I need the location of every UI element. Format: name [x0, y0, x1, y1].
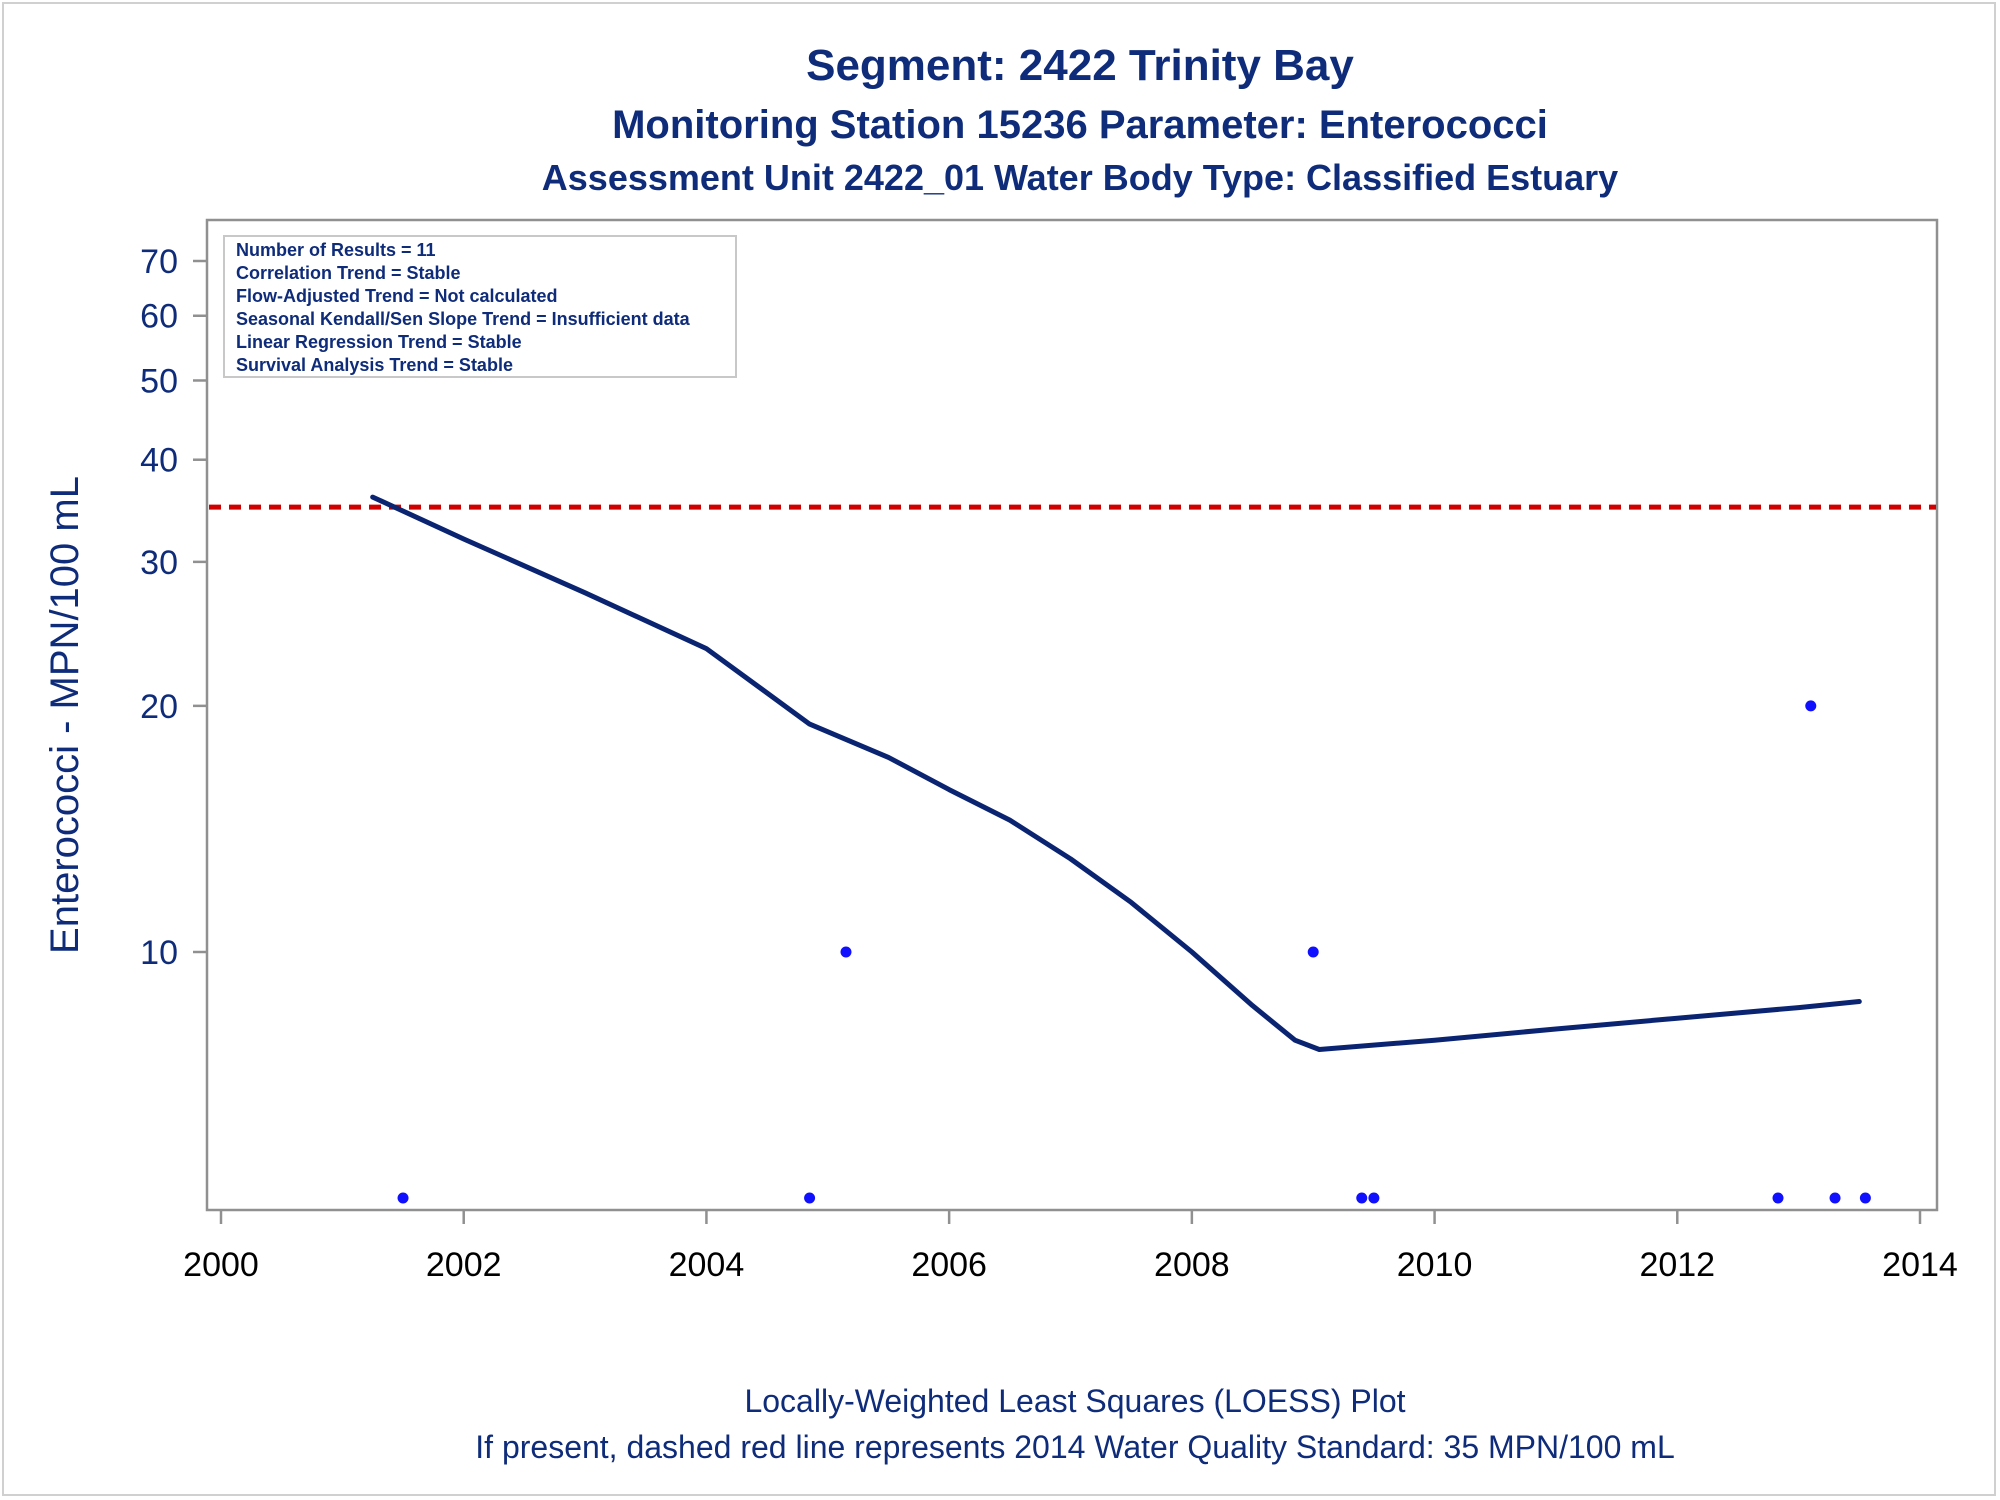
footnote-standard: If present, dashed red line represents 2…: [475, 1429, 1674, 1465]
loess-group: [370, 494, 1862, 1052]
x-tick-label-2010: 2010: [1397, 1246, 1473, 1284]
y-tick-label-70: 70: [140, 243, 178, 281]
data-point-3: [804, 1192, 816, 1204]
y-tick-label-40: 40: [140, 442, 178, 480]
y-tick-label-10: 10: [140, 934, 178, 972]
x-tick-label-2002: 2002: [426, 1246, 502, 1284]
y-tick-label-30: 30: [140, 544, 178, 582]
data-point-5: [1307, 946, 1319, 958]
y-tick-label-60: 60: [140, 298, 178, 336]
data-point-9: [1805, 700, 1817, 712]
x-tick-label-2006: 2006: [911, 1246, 987, 1284]
chart-subtitle-2: Assessment Unit 2422_01 Water Body Type:…: [542, 157, 1618, 198]
data-point-4: [840, 946, 852, 958]
x-tick-label-2008: 2008: [1154, 1246, 1230, 1284]
plot-area: [205, 218, 1939, 1212]
x-tick-label-2014: 2014: [1882, 1246, 1958, 1284]
stat-survival-analysis-trend: Survival Analysis Trend = Stable: [236, 355, 513, 375]
stat-correlation-trend: Correlation Trend = Stable: [236, 263, 461, 283]
data-point-10: [1829, 1192, 1841, 1204]
footnote-loess: Locally-Weighted Least Squares (LOESS) P…: [744, 1383, 1405, 1419]
stats-box: Number of Results = 11 Correlation Trend…: [223, 235, 737, 378]
loess-curve: [370, 494, 1862, 1052]
x-tick-label-2000: 2000: [183, 1246, 259, 1284]
x-tick-label-2012: 2012: [1639, 1246, 1715, 1284]
data-point-8: [1772, 1192, 1784, 1204]
y-axis: 10 20 30 40 50 60 70: [140, 243, 207, 972]
stat-linear-regression-trend: Linear Regression Trend = Stable: [236, 332, 522, 352]
y-tick-label-20: 20: [140, 688, 178, 726]
data-point-7: [1368, 1192, 1380, 1204]
x-tick-label-2004: 2004: [669, 1246, 745, 1284]
y-tick-label-50: 50: [140, 362, 178, 400]
stat-flow-adjusted-trend: Flow-Adjusted Trend = Not calculated: [236, 286, 558, 306]
data-point-2: [397, 1192, 409, 1204]
y-axis-label: Enterococci - MPN/100 mL: [43, 476, 87, 954]
x-axis: 2000 2002 2004 2006 2008 2010 2012 2014: [183, 1210, 1958, 1284]
scatter-group: [367, 235, 1871, 1204]
data-point-6: [1356, 1192, 1368, 1204]
data-point-11: [1859, 1192, 1871, 1204]
stats-box-frame: [223, 235, 737, 378]
chart-subtitle: Monitoring Station 15236 Parameter: Ente…: [612, 103, 1548, 147]
chart-title: Segment: 2422 Trinity Bay: [806, 41, 1354, 90]
stat-number-of-results: Number of Results = 11: [236, 240, 436, 260]
stat-seasonal-kendall-trend: Seasonal Kendall/Sen Slope Trend = Insuf…: [236, 309, 691, 329]
